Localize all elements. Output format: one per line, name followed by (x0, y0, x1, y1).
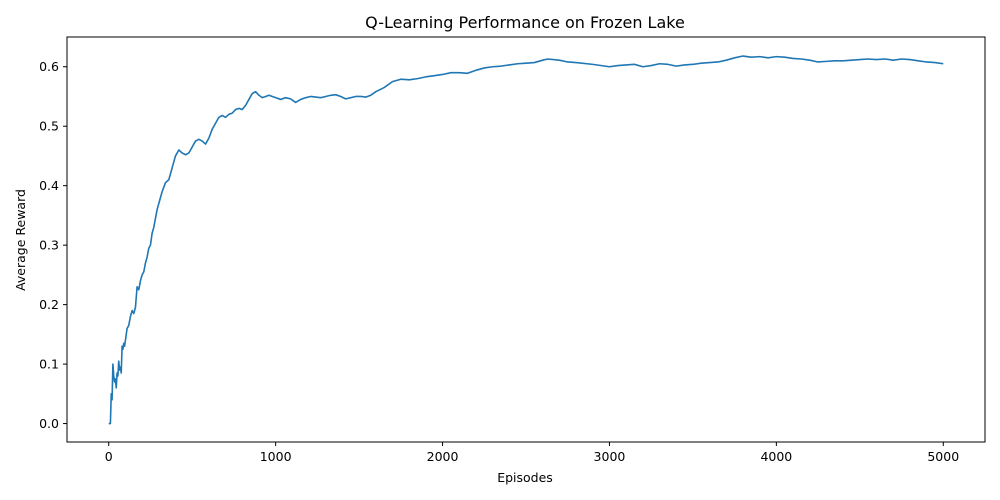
series-line (108, 55, 944, 425)
y-tick-label: 0.5 (39, 119, 59, 134)
x-axis: 0 1000 2000 3000 4000 5000 (105, 442, 959, 464)
x-tick-label: 4000 (760, 449, 792, 464)
x-tick-label: 5000 (927, 449, 959, 464)
y-tick-label: 0.6 (39, 59, 59, 74)
y-tick-label: 0.0 (39, 416, 59, 431)
plot-frame (66, 36, 986, 443)
y-tick-label: 0.3 (39, 238, 59, 253)
x-axis-label: Episodes (497, 470, 553, 485)
chart-title: Q-Learning Performance on Frozen Lake (365, 13, 685, 32)
y-tick-label: 0.2 (39, 297, 59, 312)
y-tick-label: 0.1 (39, 357, 59, 372)
y-axis-label: Average Reward (13, 189, 28, 291)
x-tick-label: 0 (105, 449, 113, 464)
x-tick-label: 2000 (427, 449, 459, 464)
y-axis: 0.0 0.1 0.2 0.3 0.4 0.5 0.6 (39, 59, 67, 431)
plot-area (66, 36, 986, 443)
x-tick-label: 1000 (260, 449, 292, 464)
x-tick-label: 3000 (594, 449, 626, 464)
y-tick-label: 0.4 (39, 178, 59, 193)
